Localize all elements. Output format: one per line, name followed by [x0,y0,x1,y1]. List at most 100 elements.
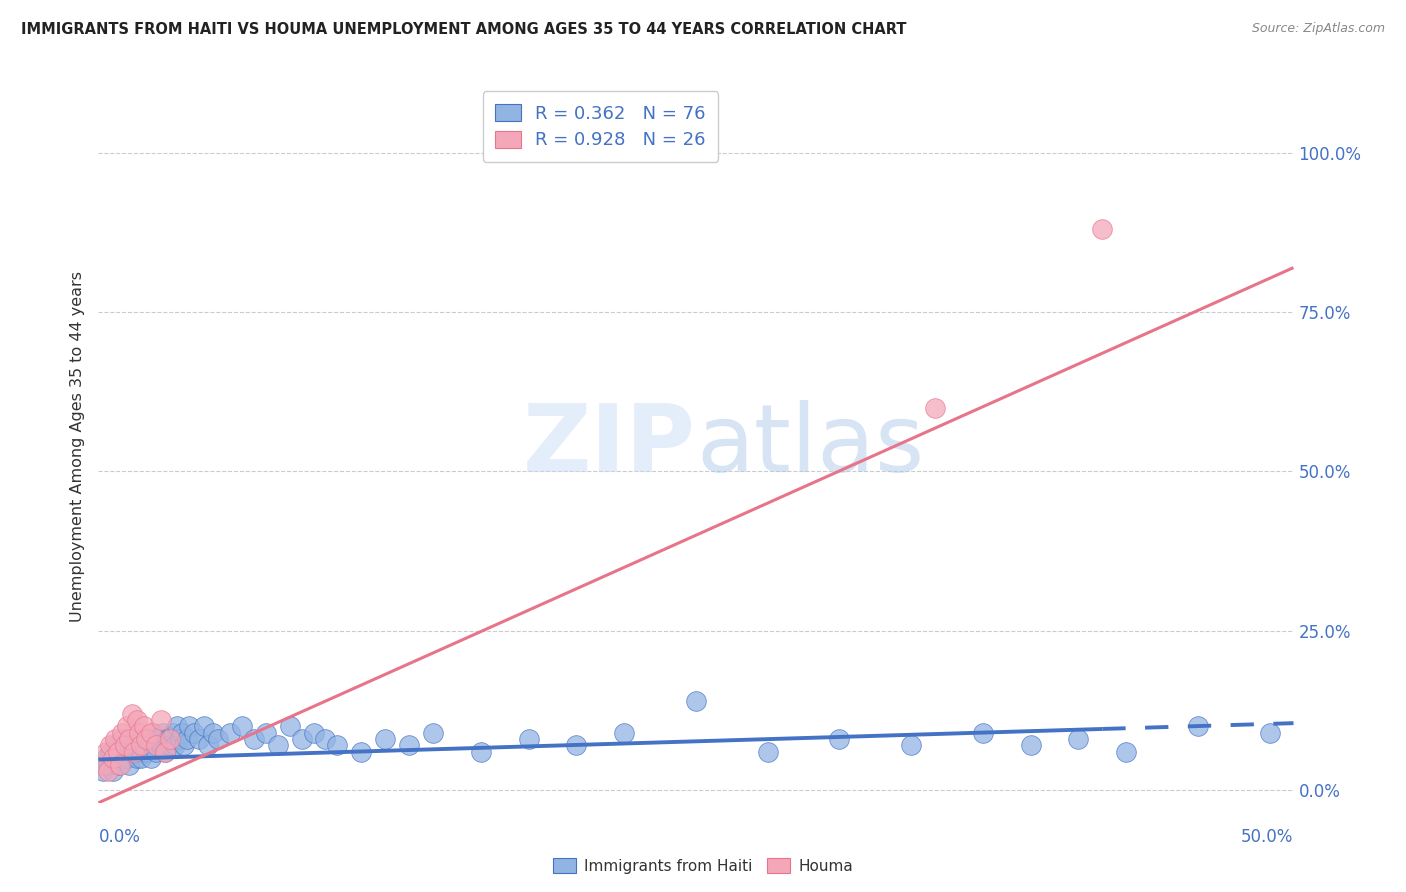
Point [132,719,155,733]
Point [193,719,215,733]
Point [97,764,120,778]
Point [163,739,186,753]
Point [207,732,229,747]
Text: Source: ZipAtlas.com: Source: ZipAtlas.com [1251,22,1385,36]
Text: IMMIGRANTS FROM HAITI VS HOUMA UNEMPLOYMENT AMONG AGES 35 TO 44 YEARS CORRELATIO: IMMIGRANTS FROM HAITI VS HOUMA UNEMPLOYM… [21,22,907,37]
Point [187,732,209,747]
Point [155,745,177,759]
Point [254,725,277,739]
Point [152,725,174,739]
Text: 50.0%: 50.0% [1241,828,1294,846]
Point [135,732,157,747]
Point [128,725,150,739]
Point [565,739,588,753]
Point [169,732,191,747]
Point [139,751,162,765]
Point [97,757,120,772]
Point [156,732,179,747]
Point [202,725,225,739]
Point [162,725,184,739]
Point [114,739,136,753]
Point [142,725,165,739]
Point [828,732,851,747]
Point [685,694,707,708]
Point [148,732,170,747]
Point [139,739,162,753]
Point [121,745,143,759]
Point [131,745,153,759]
Point [145,745,167,759]
Legend: Immigrants from Haiti, Houma: Immigrants from Haiti, Houma [547,852,859,880]
Point [972,725,994,739]
Point [219,725,242,739]
Point [128,732,150,747]
Text: atlas: atlas [696,400,924,492]
Point [118,732,141,747]
Point [470,745,492,759]
Point [179,719,201,733]
Point [517,732,540,747]
Point [756,745,779,759]
Point [398,739,420,753]
Point [135,745,157,759]
Point [1258,725,1281,739]
Point [121,706,143,721]
Point [243,732,266,747]
Point [155,745,177,759]
Point [422,725,444,739]
Point [107,745,129,759]
Point [613,725,636,739]
Point [159,739,181,753]
Point [1187,719,1209,733]
Point [172,725,194,739]
Point [1091,222,1114,236]
Point [267,739,290,753]
Point [104,751,127,765]
Point [149,739,172,753]
Point [900,739,922,753]
Point [326,739,349,753]
Point [125,751,148,765]
Point [98,739,122,753]
Point [94,751,117,765]
Point [139,725,162,739]
Point [1067,732,1090,747]
Point [315,732,337,747]
Point [111,732,134,747]
Point [231,719,253,733]
Point [118,739,141,753]
Point [131,739,153,753]
Point [101,751,124,765]
Point [108,757,131,772]
Text: ZIP: ZIP [523,400,696,492]
Point [1019,739,1042,753]
Point [91,757,114,772]
Point [173,739,195,753]
Text: 0.0%: 0.0% [98,828,141,846]
Point [291,732,314,747]
Point [138,732,160,747]
Point [107,757,129,772]
Point [176,732,198,747]
Point [111,725,134,739]
Point [111,751,134,765]
Point [124,745,146,759]
Point [114,745,136,759]
Point [350,745,373,759]
Point [197,739,219,753]
Point [104,739,127,753]
Point [98,745,122,759]
Point [166,719,188,733]
Point [374,732,396,747]
Point [101,764,124,778]
Y-axis label: Unemployment Among Ages 35 to 44 years: Unemployment Among Ages 35 to 44 years [69,270,84,622]
Point [159,732,181,747]
Point [924,401,946,415]
Point [125,713,148,727]
Point [91,764,114,778]
Point [183,725,205,739]
Point [302,725,325,739]
Point [124,739,146,753]
Point [118,757,141,772]
Point [132,739,155,753]
